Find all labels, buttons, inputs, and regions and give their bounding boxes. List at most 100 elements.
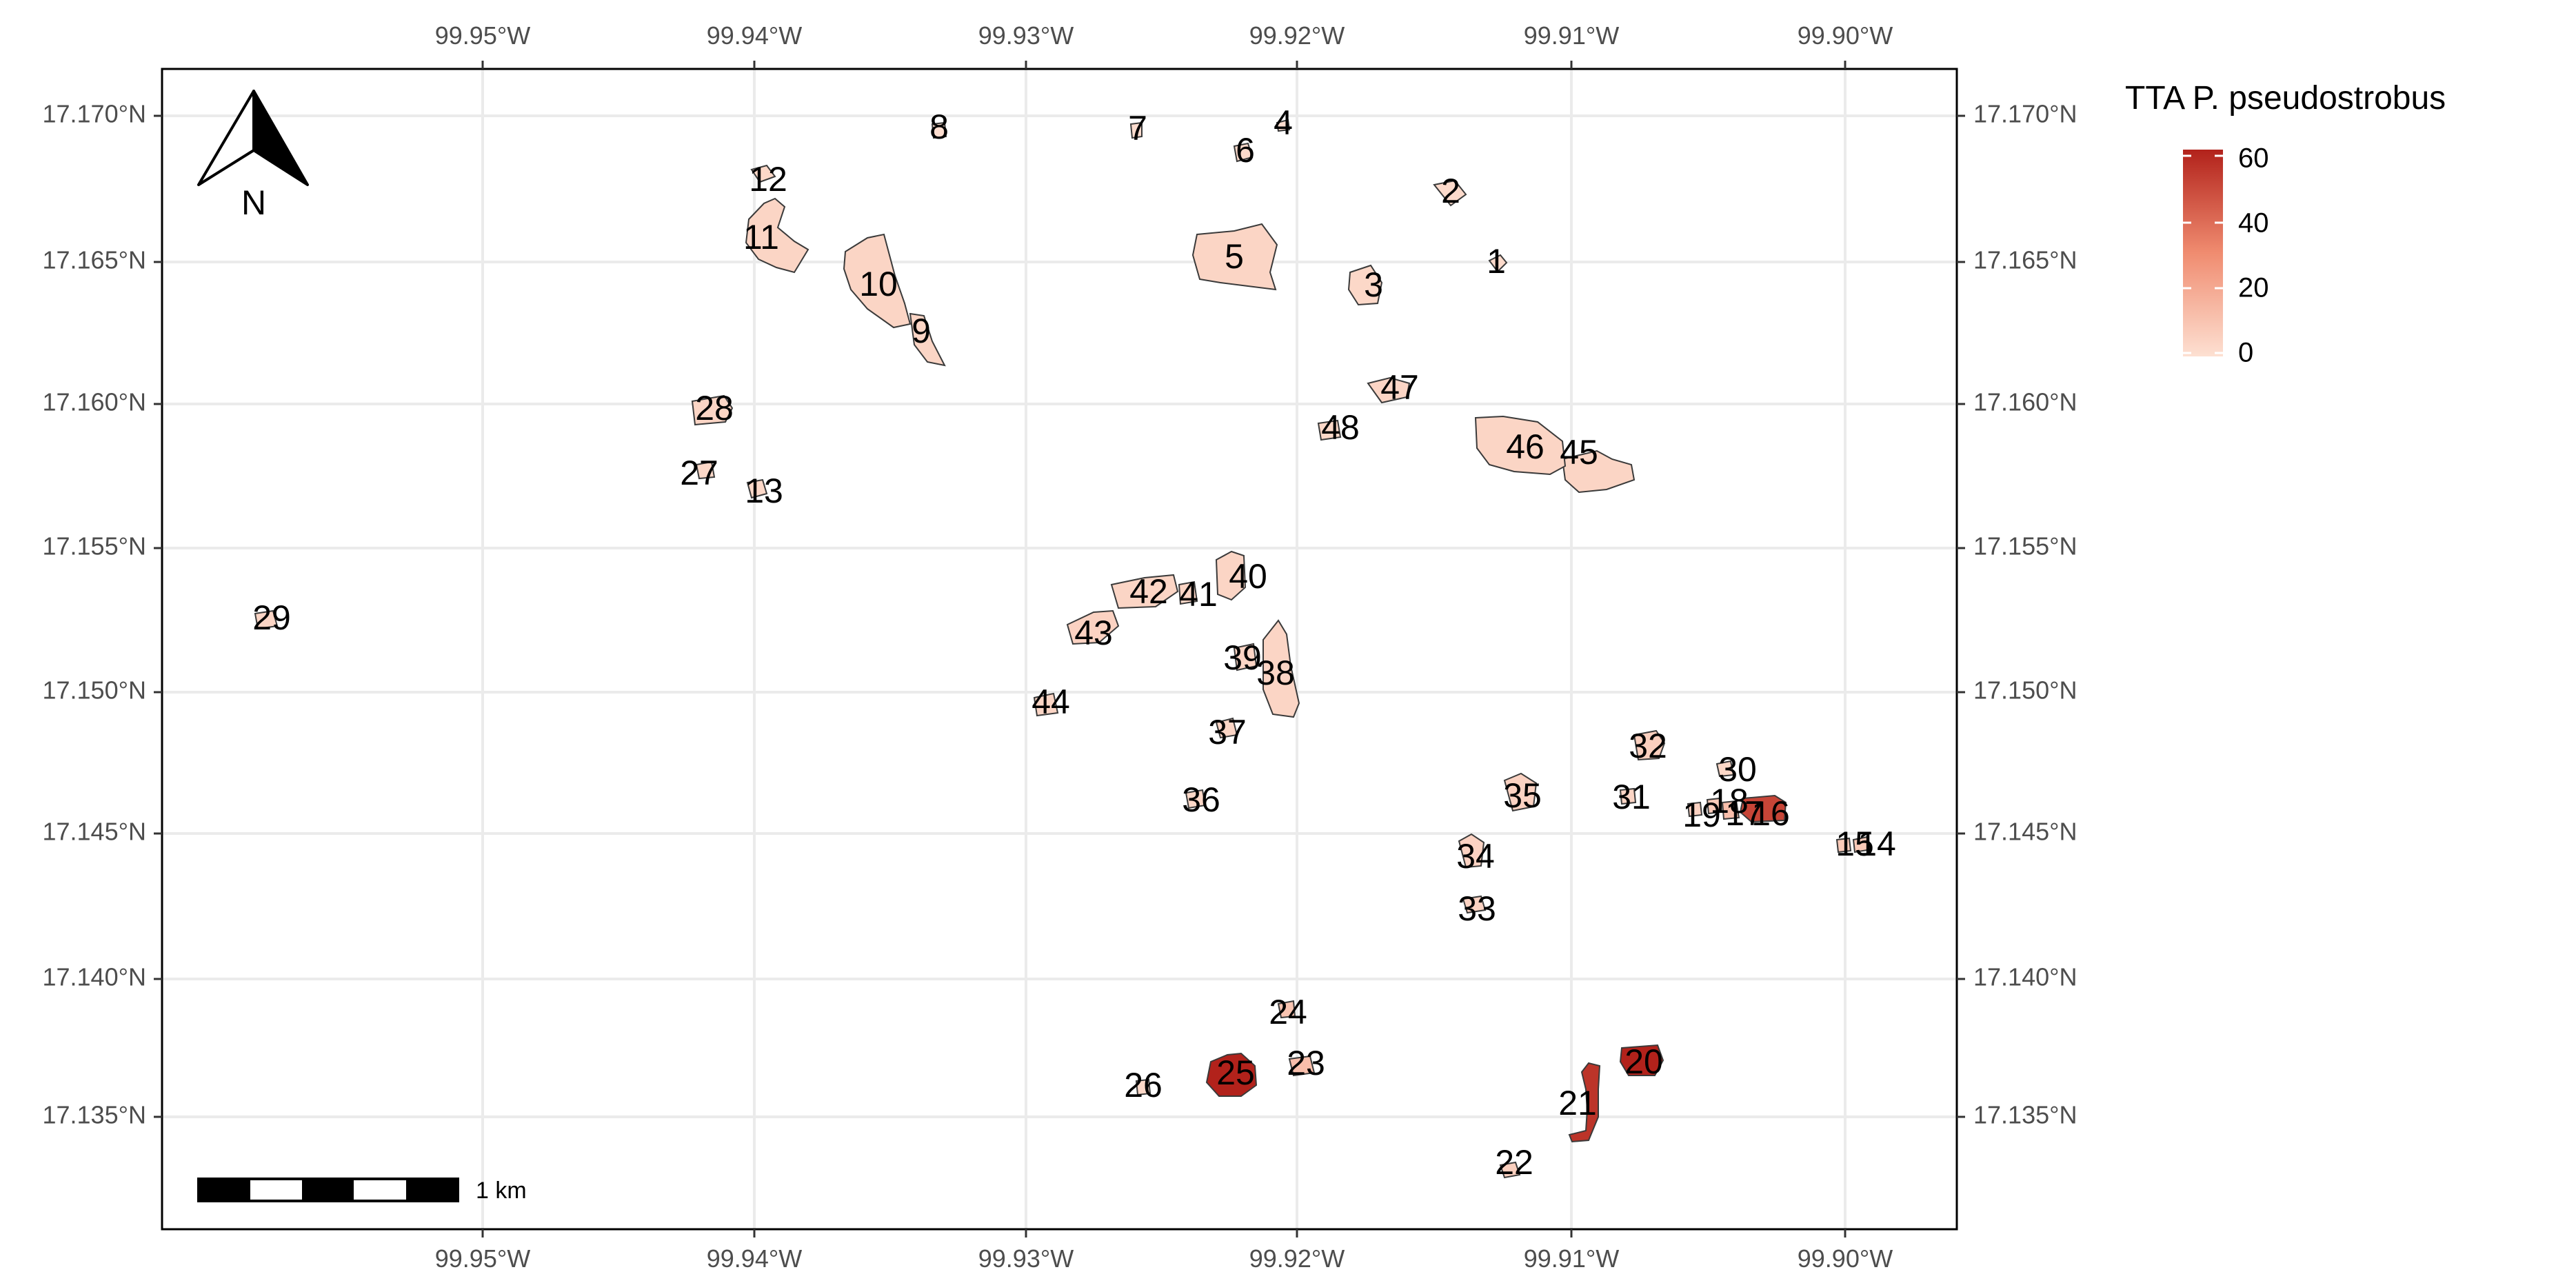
polygon-20 (1619, 1044, 1664, 1076)
polygon-22 (1499, 1161, 1521, 1179)
polygon-label: 14 (1858, 825, 1896, 863)
polygon-label: 7 (1128, 109, 1147, 148)
polygon-37 (1215, 717, 1238, 739)
polygon-label: 25 (1216, 1053, 1255, 1092)
polygon-label: 27 (680, 454, 718, 492)
polygon-label: 18 (1710, 782, 1749, 820)
y-tick-label: 17.135°N (1973, 1101, 2077, 1129)
polygon-label: 2 (1441, 172, 1460, 210)
polygon-label: 47 (1380, 368, 1419, 407)
polygon-10 (843, 233, 912, 329)
y-tick-label: 17.140°N (42, 963, 146, 991)
polygon-label: 28 (695, 389, 734, 427)
polygon-30 (1715, 760, 1735, 778)
x-tick-label: 99.91°W (1524, 21, 1619, 50)
panel-border (161, 68, 1958, 1231)
polygon-27 (695, 461, 716, 480)
y-tick-label: 17.150°N (42, 676, 146, 705)
polygon-label: 1 (1487, 242, 1506, 281)
polygon-38 (1262, 619, 1300, 718)
polygon-41 (1178, 580, 1198, 605)
polygon-48 (1317, 419, 1342, 441)
polygon-2 (1433, 179, 1467, 207)
polygon-label: 5 (1225, 237, 1244, 276)
x-tick-label: 99.95°W (435, 21, 530, 50)
polygon-label: 29 (252, 598, 291, 637)
polygon-label: 41 (1179, 575, 1218, 614)
y-tick-label: 17.155°N (42, 532, 146, 560)
polygon-26 (1135, 1078, 1151, 1096)
polygon-label: 9 (912, 312, 931, 350)
gridlines (162, 69, 1957, 1229)
x-tick-label: 99.93°W (978, 1244, 1074, 1273)
polygon-label: 19 (1682, 796, 1721, 834)
polygon-42 (1110, 574, 1179, 609)
polygon-19 (1687, 801, 1703, 818)
y-tick-label: 17.140°N (1973, 963, 2077, 991)
polygon-label: 32 (1629, 727, 1667, 765)
polygon-43 (1066, 609, 1120, 645)
polygon-31 (1619, 787, 1637, 805)
polygon-label: 13 (745, 472, 783, 510)
polygon-label: 40 (1229, 557, 1267, 596)
polygon-21 (1568, 1062, 1601, 1143)
polygon-label: 20 (1624, 1042, 1663, 1081)
scale-bar-label: 1 km (476, 1178, 527, 1204)
x-tick-label: 99.91°W (1524, 1244, 1619, 1273)
legend-tick-label: 60 (2238, 143, 2269, 174)
polygon-label: 33 (1458, 889, 1496, 928)
polygon-label: 26 (1124, 1066, 1163, 1104)
polygon-label: 15 (1835, 825, 1874, 863)
polygon-24 (1277, 1000, 1296, 1019)
y-tick-label: 17.155°N (1973, 532, 2077, 560)
polygon-label: 30 (1718, 750, 1757, 789)
polygon-45 (1561, 449, 1636, 494)
x-tick-label: 99.93°W (978, 21, 1074, 50)
polygon-34 (1458, 833, 1485, 869)
polygon-label: 46 (1506, 427, 1544, 466)
forest-polygons (254, 119, 1873, 1179)
polygon-label: 36 (1182, 780, 1220, 819)
polygon-25 (1205, 1052, 1258, 1097)
polygon-label: 34 (1456, 837, 1495, 876)
north-letter: N (241, 183, 266, 222)
polygon-32 (1633, 729, 1666, 761)
polygon-labels: 1 2 3 4 5 6 7 8 9 10 11 12 13 14 15 16 1… (252, 103, 1896, 1182)
polygon-label: 31 (1612, 778, 1651, 816)
legend-tick-label: 0 (2238, 338, 2253, 368)
y-tick-label: 17.145°N (1973, 818, 2077, 846)
polygon-label: 43 (1074, 614, 1113, 652)
polygon-label: 45 (1560, 433, 1598, 472)
polygon-36 (1185, 789, 1207, 809)
polygon-44 (1033, 692, 1059, 717)
y-tick-labels-left: 17.170°N 17.165°N 17.160°N 17.155°N 17.1… (42, 100, 146, 1129)
y-tick-label: 17.170°N (42, 100, 146, 128)
polygon-label: 16 (1751, 794, 1790, 833)
polygon-7 (1129, 121, 1143, 139)
polygon-14 (1852, 836, 1873, 853)
polygon-13 (746, 478, 768, 499)
polygon-9 (909, 312, 946, 367)
polygon-label: 37 (1208, 713, 1247, 751)
polygon-label: 22 (1495, 1143, 1533, 1182)
x-tick-label: 99.94°W (707, 21, 802, 50)
y-tick-label: 17.145°N (42, 818, 146, 846)
x-tick-labels-top: 99.95°W 99.94°W 99.93°W 99.92°W 99.91°W … (435, 21, 1893, 50)
polygon-18 (1706, 797, 1722, 815)
polygon-16 (1739, 794, 1787, 823)
north-arrow-right-half (252, 90, 309, 186)
x-tick-label: 99.92°W (1249, 21, 1345, 50)
polygon-label: 10 (859, 265, 898, 303)
polygon-label: 38 (1256, 654, 1295, 692)
polygon-label: 44 (1032, 683, 1070, 721)
polygon-23 (1288, 1055, 1316, 1077)
polygon-label: 4 (1274, 103, 1293, 142)
polygon-label: 3 (1364, 265, 1383, 304)
axis-ticks (154, 61, 1965, 1237)
polygon-15 (1835, 837, 1852, 853)
north-arrow-left-half (197, 90, 255, 186)
legend-tick-label: 40 (2238, 208, 2269, 239)
polygon-29 (254, 609, 279, 630)
polygon-label: 6 (1236, 131, 1255, 170)
polygon-label: 35 (1503, 776, 1542, 815)
